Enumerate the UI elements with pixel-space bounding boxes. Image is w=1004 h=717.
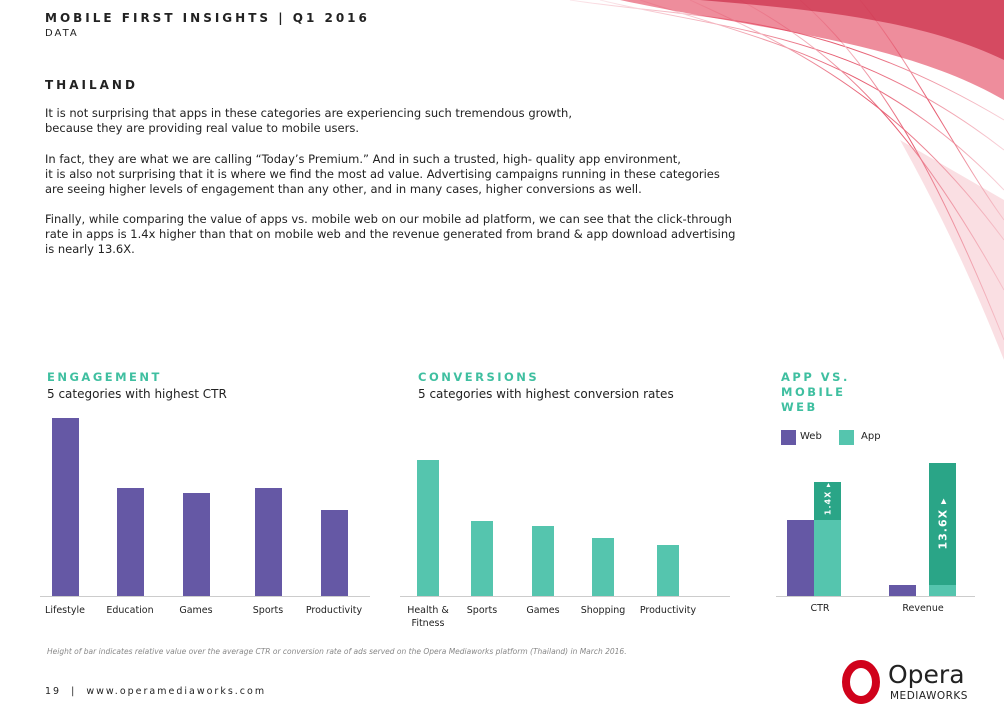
chart-subtitle: 5 categories with highest CTR	[47, 387, 227, 401]
legend-label: Web	[800, 431, 822, 442]
bar	[182, 493, 210, 596]
baseline	[400, 596, 730, 597]
annotation: 1.4X ▸	[823, 481, 832, 516]
paragraph-line: rate in apps is 1.4x higher than that on…	[45, 227, 736, 241]
x-tick-label: Health & Fitness	[407, 605, 449, 629]
footer: 19 | www.operamediaworks.com	[45, 686, 267, 697]
chart-title: ENGAGEMENT	[47, 370, 162, 384]
x-tick-label: Education	[106, 605, 154, 616]
header-title: MOBILE FIRST INSIGHTS | Q1 2016	[45, 11, 370, 25]
legend-swatch	[839, 430, 854, 445]
bar	[471, 521, 493, 596]
x-tick-label: Shopping	[580, 605, 626, 616]
x-tick-label: Lifestyle	[45, 605, 85, 616]
paragraph-line: In fact, they are what we are calling “T…	[45, 152, 681, 166]
chart-subtitle: 5 categories with highest conversion rat…	[418, 387, 674, 401]
x-tick-label: Productivity	[639, 605, 697, 616]
x-tick-label: Revenue	[902, 603, 944, 614]
url: www.operamediaworks.com	[86, 686, 267, 697]
x-tick-label: Sports	[252, 605, 284, 616]
paragraph-line: It is not surprising that apps in these …	[45, 106, 572, 120]
header-section: DATA	[45, 28, 79, 39]
bar	[320, 510, 348, 596]
bar	[592, 538, 614, 596]
bar	[254, 488, 282, 596]
x-tick-label: Games	[179, 605, 213, 616]
excess-segment	[929, 463, 956, 585]
x-tick-label: Games	[526, 605, 560, 616]
bar	[787, 520, 814, 596]
paragraph-line: are seeing higher levels of engagement t…	[45, 182, 642, 196]
legend-swatch	[781, 430, 796, 445]
paragraph-line: is nearly 13.6X.	[45, 242, 135, 256]
bar	[532, 526, 554, 596]
x-tick-label: Sports	[466, 605, 498, 616]
bar	[116, 488, 144, 596]
paragraph-line: Finally, while comparing the value of ap…	[45, 212, 732, 226]
bar	[51, 418, 79, 596]
annotation: 13.6X ▸	[936, 497, 949, 550]
x-tick-label: Productivity	[305, 605, 363, 616]
x-tick-label: CTR	[810, 603, 830, 614]
baseline	[776, 596, 975, 597]
bar	[657, 545, 679, 596]
footnote: Height of bar indicates relative value o…	[47, 647, 627, 656]
bar	[417, 460, 439, 596]
baseline	[40, 596, 370, 597]
chart-title: APP VS. MOBILE WEB	[781, 370, 850, 414]
logo-name: Opera	[888, 660, 965, 689]
chart-title: CONVERSIONS	[418, 370, 540, 384]
paragraph-line: because they are providing real value to…	[45, 121, 359, 135]
logo-sub: MEDIAWORKS	[890, 690, 968, 702]
paragraph-line: it is also not surprising that it is whe…	[45, 167, 720, 181]
bar	[889, 585, 916, 596]
logo-ring	[842, 660, 880, 704]
excess-segment	[814, 482, 841, 520]
heading: THAILAND	[45, 78, 138, 92]
page-number: 19	[45, 686, 62, 697]
legend-label: App	[861, 431, 881, 442]
